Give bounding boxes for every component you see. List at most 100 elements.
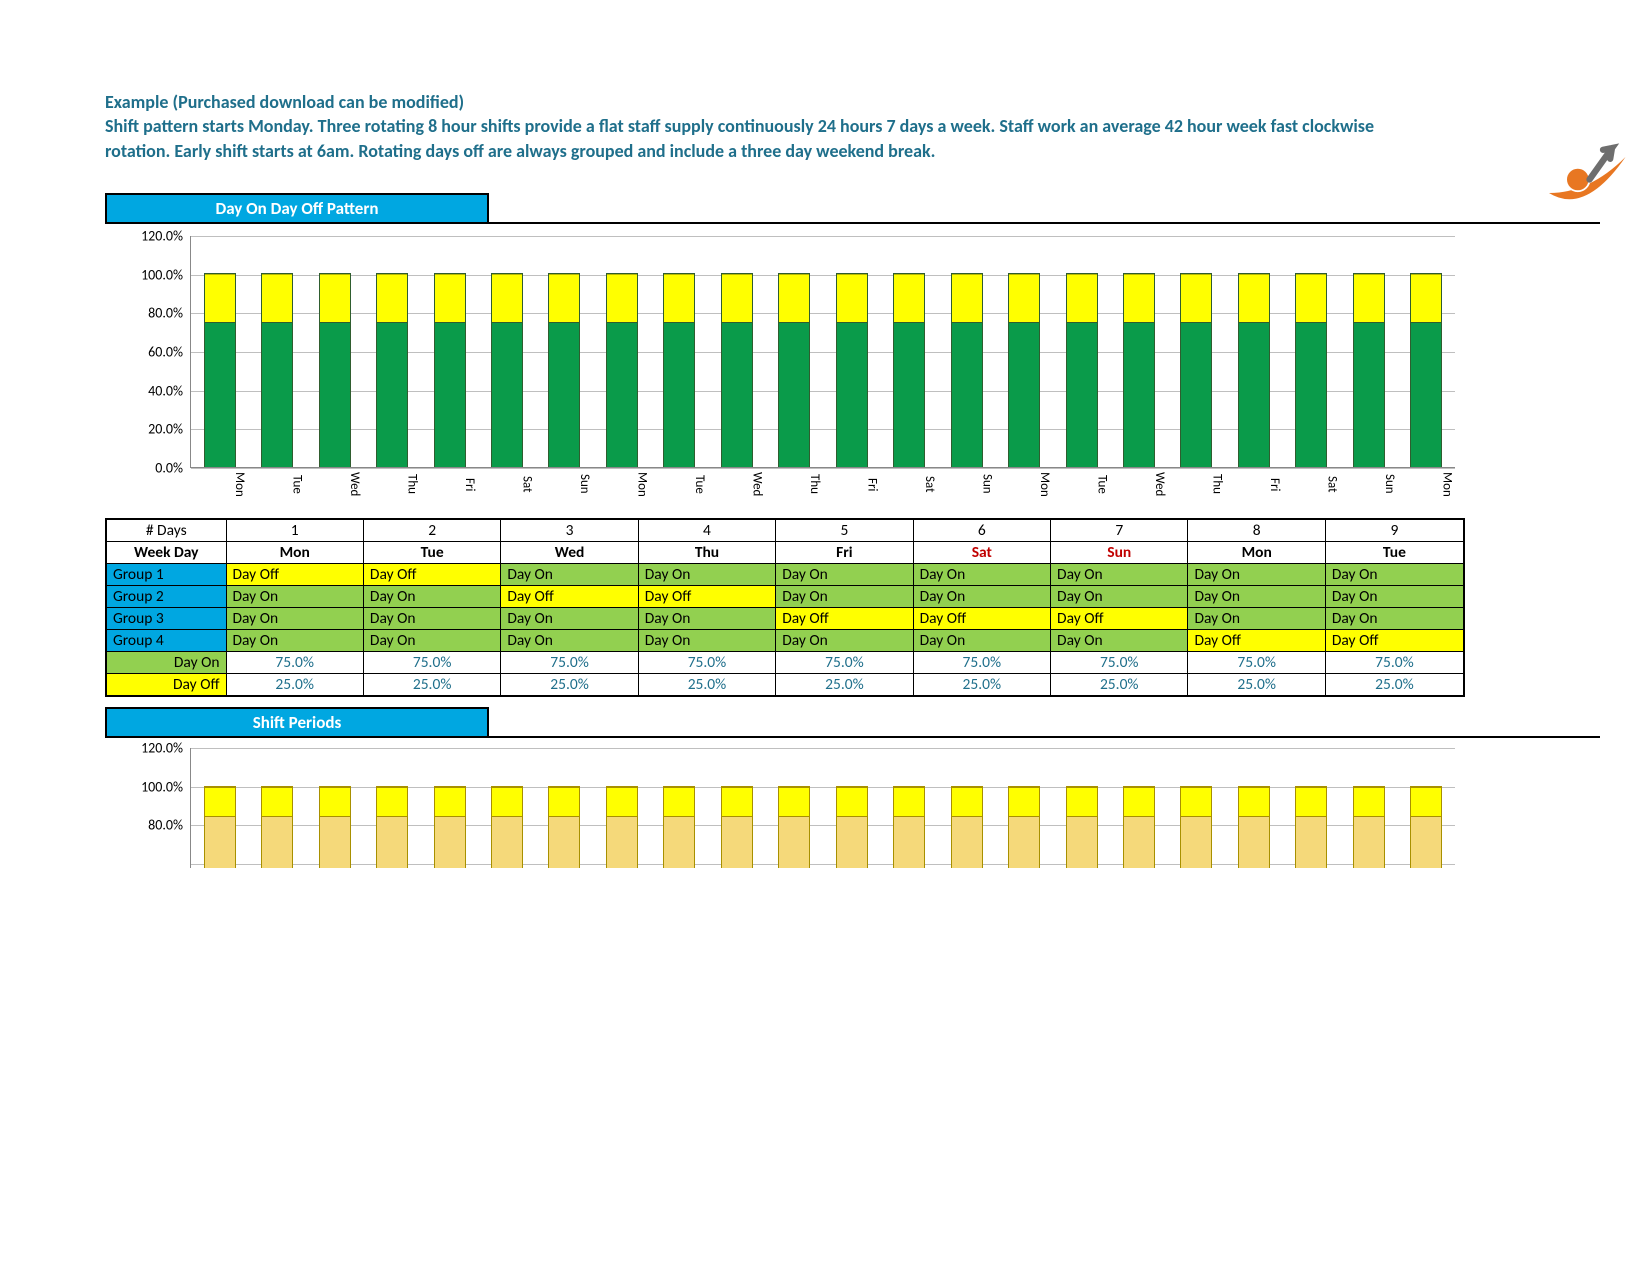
chart1-xlabels: MonTueWedThuFriSatSunMonTueWedThuFriSatS… <box>190 472 1455 497</box>
chart1-xlabel: Tue <box>1053 472 1109 497</box>
chart1-seg-off <box>1009 274 1039 322</box>
chart2-bar-col <box>709 786 765 868</box>
table-row-group: Group 2Day OnDay OnDay OffDay OffDay OnD… <box>106 585 1464 607</box>
chart2-seg-a <box>607 816 637 868</box>
shift-cell: Day Off <box>501 585 638 607</box>
chart2-bar <box>1410 786 1442 868</box>
chart2-bar-col <box>536 786 592 868</box>
chart1-bar-col <box>1341 273 1397 467</box>
chart1-seg-on <box>1124 322 1154 467</box>
chart2-seg-a <box>894 816 924 868</box>
daynum-cell: 7 <box>1051 519 1188 542</box>
chart1-xlabel: Wed <box>1111 472 1167 497</box>
shift-cell: Day Off <box>363 563 500 585</box>
chart2-bar-col <box>1111 786 1167 868</box>
chart1-bar-col <box>1111 273 1167 467</box>
chart2-seg-b <box>894 787 924 816</box>
chart2-seg-b <box>664 787 694 816</box>
chart1-seg-off <box>952 274 982 322</box>
chart2-bar-col <box>1054 786 1110 868</box>
chart1-seg-off <box>837 274 867 322</box>
chart1-xlabel: Sun <box>536 472 592 497</box>
chart1-xlabel: Wed <box>708 472 764 497</box>
summary-pct: 25.0% <box>363 673 500 696</box>
chart1-seg-off <box>894 274 924 322</box>
chart1-xlabel: Thu <box>1168 472 1224 497</box>
chart2-bar <box>951 786 983 868</box>
chart2-seg-b <box>722 787 752 816</box>
row-header-weekday: Week Day <box>106 541 226 563</box>
chart1-seg-on <box>664 322 694 467</box>
chart2-bar-col <box>364 786 420 868</box>
chart1-bar <box>1180 273 1212 467</box>
chart2-seg-b <box>1124 787 1154 816</box>
chart2-seg-a <box>1354 816 1384 868</box>
chart1-title-wrap: Day On Day Off Pattern <box>105 193 489 222</box>
summary-pct: 75.0% <box>363 651 500 673</box>
chart2-seg-a <box>664 816 694 868</box>
chart1-bar <box>1410 273 1442 467</box>
chart1-bar <box>548 273 580 467</box>
table-row-group: Group 3Day OnDay OnDay OnDay OnDay OffDa… <box>106 607 1464 629</box>
daynum-cell: 9 <box>1325 519 1464 542</box>
shift-cell: Day On <box>1051 585 1188 607</box>
daynum-cell: 5 <box>776 519 913 542</box>
summary-pct: 25.0% <box>501 673 638 696</box>
shift-cell: Day On <box>501 629 638 651</box>
chart1-bar <box>606 273 638 467</box>
weekday-cell: Thu <box>638 541 775 563</box>
chart2-seg-a <box>549 816 579 868</box>
chart2-bar-col <box>479 786 535 868</box>
chart2-seg-a <box>1296 816 1326 868</box>
chart2-seg-b <box>435 787 465 816</box>
chart2-bar <box>434 786 466 868</box>
chart2-bar-col <box>651 786 707 868</box>
chart2-seg-a <box>1239 816 1269 868</box>
chart1-frame: 0.0%20.0%40.0%60.0%80.0%100.0%120.0% Mon… <box>105 222 1600 514</box>
chart1-bar-col <box>939 273 995 467</box>
chart1-bar <box>1123 273 1155 467</box>
chart2-seg-a <box>205 816 235 868</box>
chart1-seg-on <box>492 322 522 467</box>
chart1-bar-col <box>1283 273 1339 467</box>
group-label: Group 3 <box>106 607 226 629</box>
summary-pct: 75.0% <box>638 651 775 673</box>
summary-label: Day Off <box>106 673 226 696</box>
chart1-bar <box>1008 273 1040 467</box>
chart1-bar-col <box>881 273 937 467</box>
daynum-cell: 4 <box>638 519 775 542</box>
chart2-bar <box>1066 786 1098 868</box>
group-label: Group 4 <box>106 629 226 651</box>
chart1-xlabel: Sat <box>478 472 534 497</box>
chart1-bar <box>1238 273 1270 467</box>
summary-pct: 25.0% <box>226 673 363 696</box>
shift-cell: Day Off <box>226 563 363 585</box>
chart1-xlabel: Wed <box>306 472 362 497</box>
chart2-bar-col <box>192 786 248 868</box>
chart1-xlabel: Thu <box>363 472 419 497</box>
chart2-seg-a <box>779 816 809 868</box>
chart1-seg-on <box>1009 322 1039 467</box>
chart1-bar <box>1066 273 1098 467</box>
chart2-ylabel: 100.0% <box>105 778 183 795</box>
chart1-seg-off <box>1411 274 1441 322</box>
chart1-seg-on <box>205 322 235 467</box>
chart2-bar <box>663 786 695 868</box>
summary-pct: 75.0% <box>913 651 1050 673</box>
chart1-seg-on <box>262 322 292 467</box>
chart2-bar <box>778 786 810 868</box>
shift-cell: Day On <box>226 585 363 607</box>
chart1-seg-on <box>320 322 350 467</box>
chart1-seg-off <box>1239 274 1269 322</box>
weekday-cell: Mon <box>226 541 363 563</box>
chart1-seg-on <box>722 322 752 467</box>
chart1-ylabel: 120.0% <box>105 227 183 244</box>
chart2-bar <box>1008 786 1040 868</box>
table-row-summary: Day On75.0%75.0%75.0%75.0%75.0%75.0%75.0… <box>106 651 1464 673</box>
shift-cell: Day On <box>776 585 913 607</box>
chart1-bar <box>951 273 983 467</box>
chart1-bar-col <box>536 273 592 467</box>
shift-cell: Day On <box>776 563 913 585</box>
chart2-seg-a <box>1411 816 1441 868</box>
chart1-seg-off <box>779 274 809 322</box>
